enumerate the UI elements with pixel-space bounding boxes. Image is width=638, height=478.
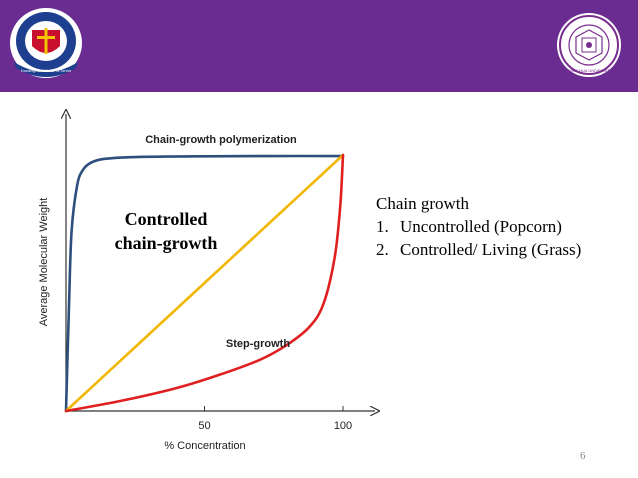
university-seal-logo: TSING HUA UNIVERSITY bbox=[557, 13, 621, 77]
y-axis-label: Average Molecular Weight bbox=[38, 198, 50, 327]
x-tick-label: 100 bbox=[334, 420, 352, 432]
school-crest-logo: Knowledge and Wisdom for Service bbox=[10, 8, 82, 78]
controlled-annotation-line2: chain-growth bbox=[115, 233, 218, 253]
molecular-weight-chart: 50 100 Average Molecular Weight % Concent… bbox=[38, 92, 638, 452]
notes-heading: Chain growth bbox=[376, 194, 470, 213]
controlled-chain-growth-series bbox=[64, 153, 345, 413]
page-number: 6 bbox=[580, 450, 586, 462]
list-item: 1. Uncontrolled (Popcorn) bbox=[376, 215, 581, 238]
controlled-annotation-line1: Controlled bbox=[125, 209, 208, 229]
x-tick-label: 50 bbox=[198, 420, 210, 432]
left-logo-motto: Knowledge and Wisdom for Service bbox=[21, 69, 72, 73]
list-item-text: Uncontrolled (Popcorn) bbox=[400, 217, 562, 236]
list-item-number: 2. bbox=[376, 240, 389, 259]
step-growth-annotation: Step-growth bbox=[226, 338, 290, 350]
right-logo-text: TSING HUA UNIVERSITY bbox=[566, 68, 613, 73]
chain-growth-series bbox=[64, 154, 345, 413]
chain-growth-annotation: Chain-growth polymerization bbox=[145, 134, 297, 146]
chain-growth-notes: Chain growth 1. Uncontrolled (Popcorn) 2.… bbox=[376, 192, 581, 261]
step-growth-series bbox=[64, 153, 345, 413]
list-item: 2. Controlled/ Living (Grass) bbox=[376, 238, 581, 261]
list-item-number: 1. bbox=[376, 217, 389, 236]
x-axis-label: % Concentration bbox=[164, 440, 245, 452]
list-item-text: Controlled/ Living (Grass) bbox=[400, 240, 582, 259]
slide-header: Knowledge and Wisdom for Service TSING H… bbox=[0, 0, 638, 92]
